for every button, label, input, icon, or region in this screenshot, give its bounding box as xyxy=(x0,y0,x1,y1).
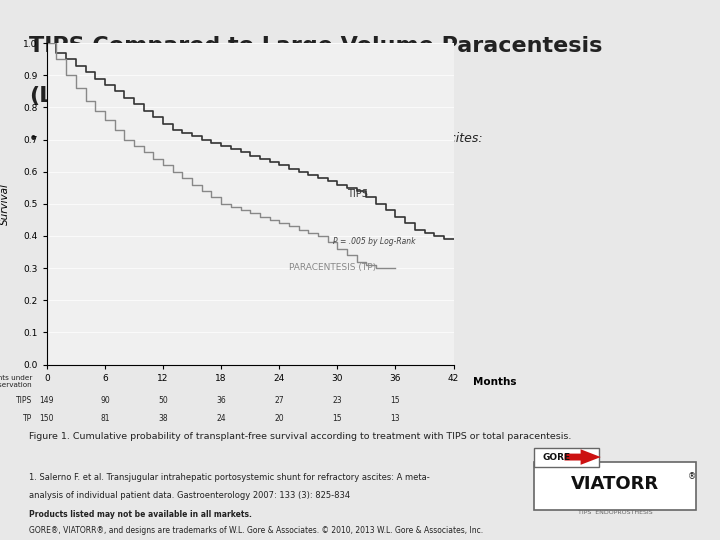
Text: 81: 81 xyxy=(100,414,109,423)
Text: Transjugular Intrahepatic Portosystemic Shunt for Refractory Ascites:: Transjugular Intrahepatic Portosystemic … xyxy=(50,132,483,145)
Y-axis label: Survival: Survival xyxy=(0,183,10,225)
Text: Products listed may not be available in all markets.: Products listed may not be available in … xyxy=(29,510,252,519)
Text: TIPS: TIPS xyxy=(347,190,368,199)
Text: 15: 15 xyxy=(391,396,400,405)
Text: 36: 36 xyxy=(216,396,226,405)
Text: GORE®, VIATORR®, and designs are trademarks of W.L. Gore & Associates. © 2010, 2: GORE®, VIATORR®, and designs are tradema… xyxy=(29,526,483,535)
Text: Months: Months xyxy=(473,377,516,387)
Text: 23: 23 xyxy=(333,396,342,405)
Text: 15: 15 xyxy=(333,414,342,423)
Text: 50: 50 xyxy=(158,396,168,405)
Text: PARACENTESIS (TP): PARACENTESIS (TP) xyxy=(289,263,376,272)
Text: VIATORR: VIATORR xyxy=(571,475,659,493)
Text: GORE: GORE xyxy=(542,453,570,462)
Text: A Meta-Analysis of Individual Patient Data¹: A Meta-Analysis of Individual Patient Da… xyxy=(50,155,318,168)
Text: 1. Salerno F. et al. Transjugular intrahepatic portosystemic shunt for refractor: 1. Salerno F. et al. Transjugular intrah… xyxy=(29,473,430,482)
Text: 149: 149 xyxy=(40,396,54,405)
FancyBboxPatch shape xyxy=(534,462,696,510)
Text: TIPS Compared to Large Volume Paracentesis: TIPS Compared to Large Volume Paracentes… xyxy=(29,36,602,56)
Text: 24: 24 xyxy=(216,414,226,423)
Text: 38: 38 xyxy=(158,414,168,423)
Text: P = .005 by Log-Rank: P = .005 by Log-Rank xyxy=(333,237,415,246)
Text: TIPS: TIPS xyxy=(16,396,32,405)
Text: 90: 90 xyxy=(100,396,109,405)
Text: Figure 1. Cumulative probability of transplant-free survival according to treatm: Figure 1. Cumulative probability of tran… xyxy=(29,432,571,441)
Polygon shape xyxy=(564,449,600,465)
FancyBboxPatch shape xyxy=(534,448,599,467)
Text: 27: 27 xyxy=(274,396,284,405)
Text: 13: 13 xyxy=(391,414,400,423)
Text: TIPS  ENDOPROSTHESIS: TIPS ENDOPROSTHESIS xyxy=(577,510,652,515)
Text: (LVP): (LVP) xyxy=(29,85,94,105)
Text: •: • xyxy=(29,132,37,147)
Text: ®: ® xyxy=(688,472,697,482)
Text: Patients under
observation: Patients under observation xyxy=(0,375,32,388)
Text: analysis of individual patient data. Gastroenterology 2007: 133 (3): 825-834: analysis of individual patient data. Gas… xyxy=(29,491,350,500)
Text: 20: 20 xyxy=(274,414,284,423)
Text: TP: TP xyxy=(23,414,32,423)
Text: 150: 150 xyxy=(40,414,54,423)
